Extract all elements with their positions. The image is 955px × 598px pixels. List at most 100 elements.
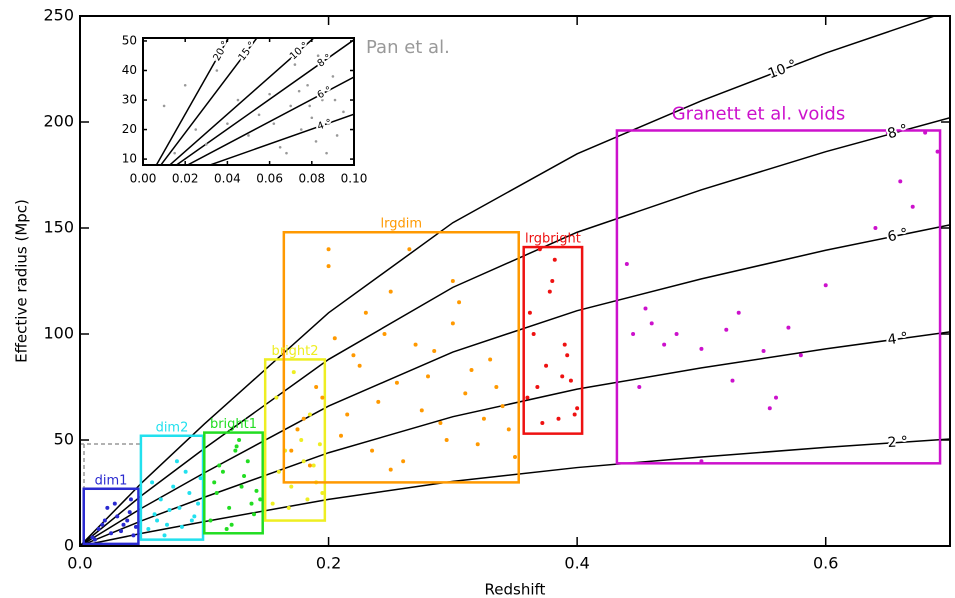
data-point: [236, 98, 240, 102]
data-point: [662, 342, 667, 347]
data-point: [444, 438, 449, 442]
data-point: [885, 130, 890, 135]
data-point: [552, 257, 557, 262]
inset-background: [100, 28, 365, 198]
data-point: [382, 332, 387, 336]
curve-label: 2 °: [887, 434, 908, 451]
angle-curve: [155, 38, 230, 165]
inset-title: Pan et al.: [366, 37, 450, 58]
y-tick-label: 50: [54, 430, 74, 449]
data-point: [674, 332, 679, 336]
data-point: [307, 412, 312, 417]
data-point: [177, 505, 182, 510]
data-point: [274, 395, 279, 400]
data-point: [307, 463, 312, 468]
data-point: [165, 522, 169, 527]
data-point: [450, 321, 455, 326]
sample-label: lrgbright: [525, 232, 581, 247]
data-point: [407, 247, 412, 252]
data-point: [935, 149, 940, 154]
data-point: [308, 104, 311, 108]
data-point: [438, 421, 443, 426]
data-point: [289, 484, 294, 489]
x-tick-label: 0.02: [172, 172, 199, 186]
data-point: [562, 342, 567, 347]
data-point: [326, 264, 331, 269]
data-point: [215, 69, 219, 72]
x-tick-label: 0.4: [564, 554, 589, 573]
data-point: [183, 469, 188, 474]
data-point: [351, 353, 356, 358]
data-point: [898, 179, 903, 184]
angle-curve: [80, 117, 950, 546]
data-point: [233, 448, 238, 453]
data-point: [565, 353, 570, 358]
data-point: [305, 497, 310, 502]
data-point: [239, 484, 244, 489]
angle-curve: [168, 38, 315, 165]
data-point: [92, 537, 97, 542]
data-point: [525, 395, 530, 400]
data-point: [326, 247, 331, 252]
data-point: [187, 491, 192, 495]
data-point: [220, 469, 225, 474]
data-point: [450, 279, 455, 283]
data-point: [513, 454, 517, 459]
data-point: [317, 442, 322, 447]
data-point: [310, 116, 314, 120]
data-point: [272, 122, 276, 125]
data-point: [278, 145, 282, 149]
angle-curve: [80, 331, 950, 546]
angle-curve: [175, 39, 354, 165]
data-point: [189, 518, 194, 523]
data-point: [624, 262, 629, 267]
data-point: [183, 83, 187, 87]
data-point: [331, 75, 335, 78]
data-point: [173, 151, 176, 155]
y-tick-label: 50: [122, 33, 137, 47]
data-point: [327, 122, 330, 125]
data-point: [325, 151, 328, 155]
data-point: [426, 374, 430, 379]
data-point: [293, 63, 297, 66]
data-point: [205, 143, 208, 146]
data-point: [339, 433, 343, 438]
sample-label: dim2: [156, 420, 189, 435]
curve-label: 10 °: [766, 57, 799, 82]
data-point: [401, 459, 406, 464]
data-point: [226, 122, 229, 125]
data-point: [556, 416, 561, 421]
data-point: [537, 247, 542, 252]
sample-label: lrgdim: [381, 217, 423, 232]
plot-area: [80, 16, 950, 546]
data-point: [575, 406, 580, 411]
data-point: [286, 505, 291, 510]
data-point: [494, 385, 499, 389]
data-point: [247, 134, 250, 137]
data-point: [560, 374, 565, 379]
data-point: [152, 512, 157, 517]
data-point: [767, 406, 772, 411]
data-point: [270, 501, 275, 506]
data-point: [724, 327, 729, 332]
data-point: [572, 412, 577, 417]
angle-curve: [207, 113, 354, 165]
data-point: [699, 459, 704, 464]
data-point: [314, 385, 319, 389]
x-axis-label: Redshift: [485, 581, 546, 598]
x-tick-label: 0.04: [214, 172, 241, 186]
sample-label: bright2: [271, 344, 318, 359]
curve-label: 8 °: [886, 122, 910, 143]
data-point: [413, 342, 418, 347]
data-point: [388, 289, 393, 294]
data-point: [268, 92, 271, 96]
data-point: [131, 533, 136, 538]
data-point: [297, 89, 301, 93]
data-point: [531, 332, 536, 336]
y-tick-label: 100: [43, 324, 74, 343]
sample-box: [82, 487, 140, 546]
data-point: [730, 378, 735, 383]
data-point: [736, 310, 741, 315]
data-point: [289, 448, 294, 453]
